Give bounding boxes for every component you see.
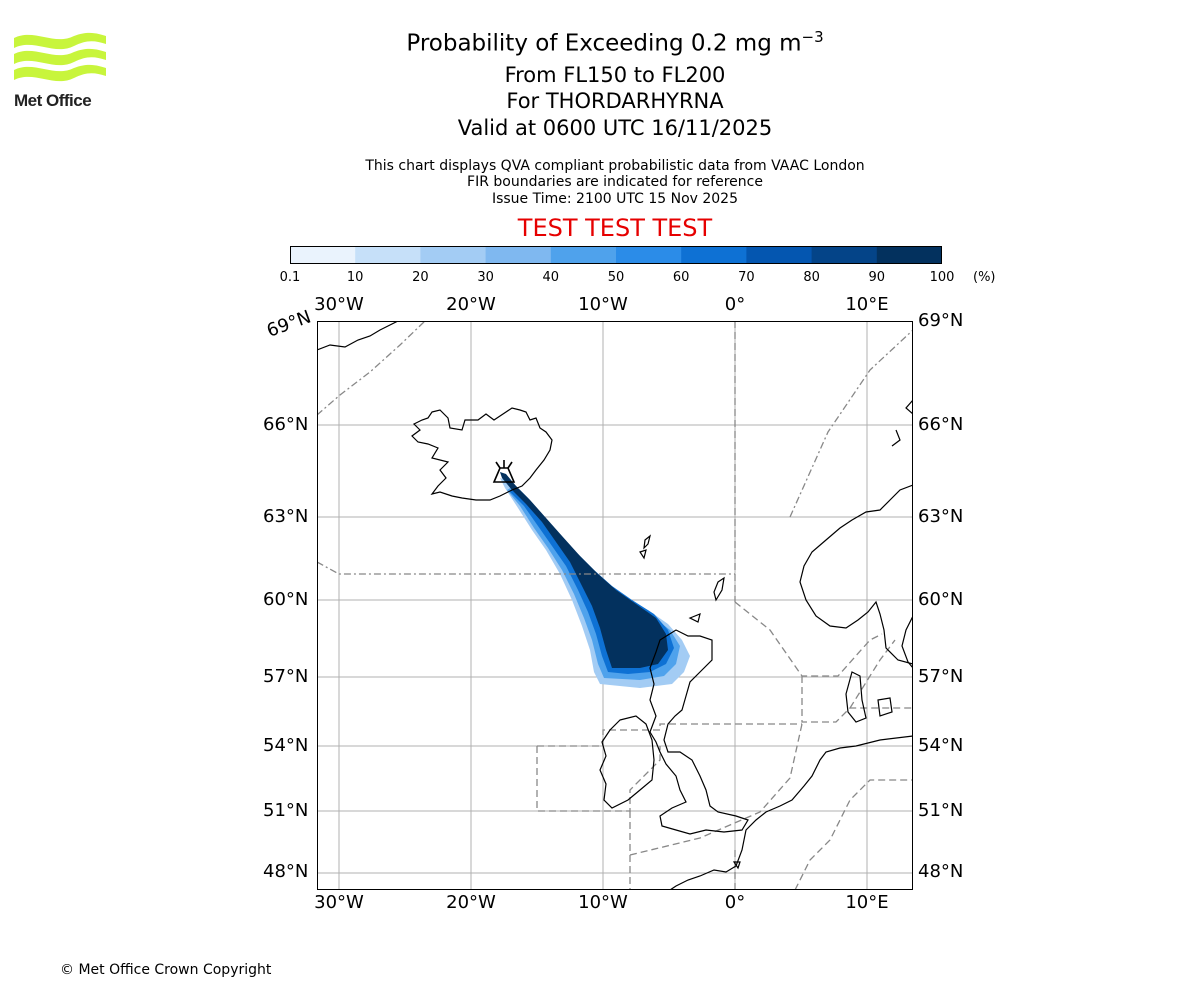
- lat-label-right: 48°N: [918, 861, 964, 882]
- coastlines: [317, 321, 913, 890]
- colorbar-bin: [681, 246, 747, 264]
- colorbar-bin: [616, 246, 682, 264]
- colorbar-tick-label: 100: [929, 270, 955, 285]
- colorbar-tick-label: 50: [607, 270, 625, 285]
- lat-label-left: 60°N: [263, 589, 309, 610]
- colorbar-tick-label: 20: [412, 270, 429, 285]
- colorbar-tick-label: 10: [346, 270, 364, 285]
- lon-label-bottom: 30°W: [314, 892, 364, 913]
- colorbar-unit: (%): [973, 270, 996, 285]
- lat-label-right: 66°N: [918, 414, 964, 435]
- volcano-icon: [492, 460, 516, 483]
- lat-label-right: 69°N: [918, 310, 964, 331]
- issue-time: Issue Time: 2100 UTC 15 Nov 2025: [491, 191, 739, 207]
- lat-label-left: 57°N: [263, 666, 309, 687]
- colorbar-tick-label: 90: [868, 270, 886, 285]
- copyright: © Met Office Crown Copyright: [60, 962, 272, 978]
- lat-label-right: 63°N: [918, 506, 964, 527]
- colorbar-bin: [355, 246, 421, 264]
- lon-label-top: 20°W: [446, 294, 496, 315]
- colorbar: [290, 246, 942, 264]
- lon-label-bottom: 10°E: [845, 892, 889, 913]
- fir-note: FIR boundaries are indicated for referen…: [467, 174, 763, 190]
- lon-label-bottom: 20°W: [446, 892, 496, 913]
- volcano-name: For THORDARHYRNA: [506, 89, 724, 113]
- logo-text: Met Office: [14, 91, 92, 110]
- colorbar-bin: [876, 246, 942, 264]
- colorbar-bin: [550, 246, 617, 264]
- lat-label-left: 48°N: [263, 861, 309, 882]
- map-frame: [317, 321, 913, 890]
- colorbar-tick-label: 40: [542, 270, 560, 285]
- lat-label-right: 54°N: [918, 735, 964, 756]
- colorbar-bin: [420, 246, 487, 264]
- met-office-logo: [14, 32, 106, 82]
- flight-level-range: From FL150 to FL200: [504, 63, 726, 87]
- lat-label-left: 54°N: [263, 735, 309, 756]
- lon-label-top: 30°W: [314, 294, 364, 315]
- test-banner: TEST TEST TEST: [517, 214, 713, 242]
- colorbar-bin: [485, 246, 552, 264]
- valid-time: Valid at 0600 UTC 16/11/2025: [457, 116, 773, 140]
- graticule: [317, 321, 913, 890]
- colorbar-frame: [290, 246, 942, 264]
- lat-label-right: 57°N: [918, 666, 964, 687]
- colorbar-tick-label: 80: [803, 270, 820, 285]
- chart-title: Probability of Exceeding 0.2 mg m−3: [406, 28, 824, 57]
- lat-label-right: 60°N: [918, 589, 964, 610]
- ash-plume: [500, 472, 690, 688]
- colorbar-tick-label: 30: [477, 270, 494, 285]
- lon-label-top: 0°: [724, 294, 746, 315]
- colorbar-tick-label: 60: [672, 270, 690, 285]
- lon-label-top: 10°W: [578, 294, 628, 315]
- colorbar-bin: [290, 246, 356, 264]
- colorbar-bin: [746, 246, 813, 264]
- lat-label-right: 51°N: [918, 800, 964, 821]
- colorbar-tick-label: 70: [738, 270, 755, 285]
- lon-label-top: 10°E: [845, 294, 889, 315]
- lat-label-left: 63°N: [263, 506, 309, 527]
- colorbar-tick-label: 0.1: [279, 270, 301, 285]
- lat-label-left: 51°N: [263, 800, 309, 821]
- fir-boundaries: [317, 321, 913, 890]
- lat-label-left: 66°N: [263, 414, 309, 435]
- lon-label-bottom: 10°W: [578, 892, 628, 913]
- data-source-note: This chart displays QVA compliant probab…: [365, 158, 865, 174]
- colorbar-bin: [811, 246, 878, 264]
- lon-label-bottom: 0°: [724, 892, 746, 913]
